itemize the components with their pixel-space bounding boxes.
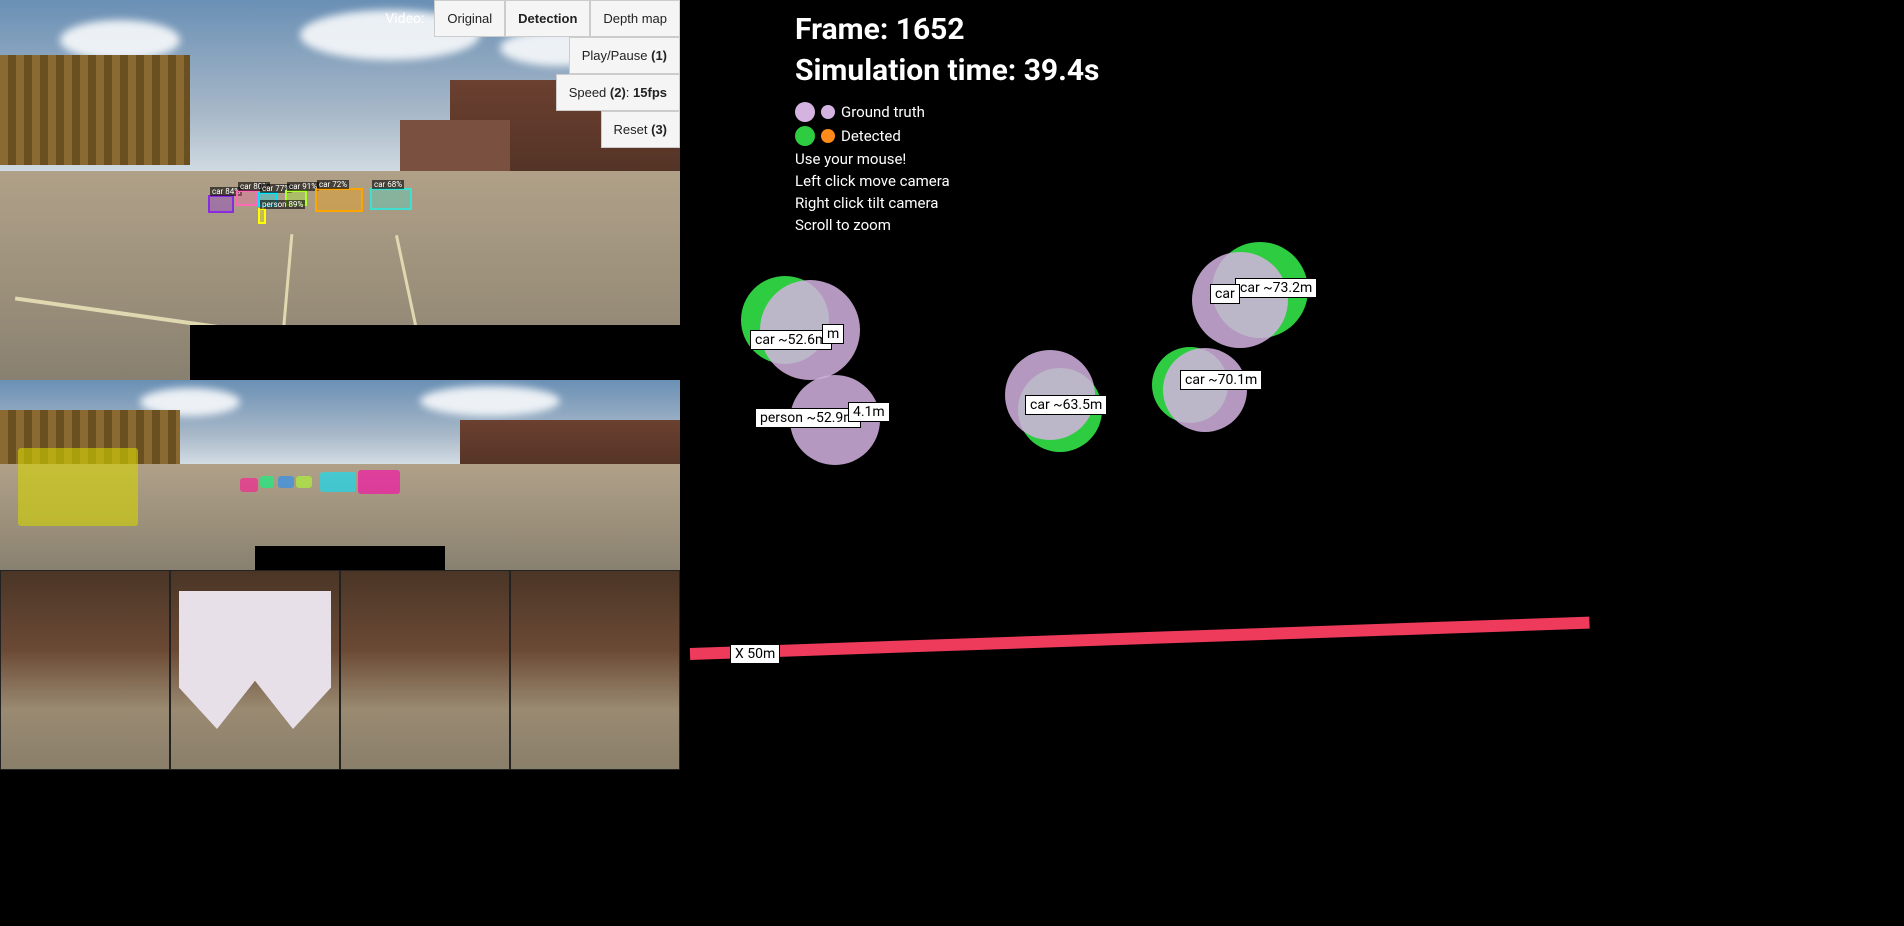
segmentation-blob xyxy=(240,478,258,492)
tab-original[interactable]: Original xyxy=(434,0,505,37)
lane-marking xyxy=(281,234,293,334)
bridge-structure xyxy=(0,55,190,165)
patch xyxy=(510,570,680,770)
speed-label: Speed xyxy=(569,85,607,100)
ground-truth-entity xyxy=(1192,252,1288,348)
detection-label: person 89% xyxy=(260,200,305,209)
patch xyxy=(340,570,510,770)
detection-box: car 80% xyxy=(236,190,258,206)
video-toolbar: Video: Original Detection Depth map Play… xyxy=(340,0,680,148)
entity-label: car ~70.1m xyxy=(1180,370,1262,390)
play-pause-key: (1) xyxy=(651,48,667,63)
cloud xyxy=(420,386,560,416)
detection-box: person 89% xyxy=(258,208,266,224)
speed-value: 15fps xyxy=(633,85,667,100)
detection-label: car 72% xyxy=(317,180,349,189)
segmentation-blob xyxy=(260,476,274,488)
map-panel[interactable]: Frame: 1652 Simulation time: 39.4s Groun… xyxy=(690,0,1904,926)
entity-label: person ~52.9m xyxy=(755,408,861,428)
patch xyxy=(0,570,170,770)
entity-label: car ~52.6m xyxy=(750,330,832,350)
tab-detection[interactable]: Detection xyxy=(505,0,590,37)
tab-depth[interactable]: Depth map xyxy=(590,0,680,37)
map-area[interactable]: X 50m car ~52.6mm person ~52.9m4.1m car ~6… xyxy=(690,0,1904,926)
blackbar xyxy=(190,325,680,380)
detection-box: car 84% xyxy=(208,195,234,213)
blackbar xyxy=(255,546,445,570)
entity-label: car ~63.5m xyxy=(1025,395,1107,415)
detection-box: car 68% xyxy=(370,188,412,210)
segmentation-blob xyxy=(18,448,138,526)
speed-sep: : xyxy=(626,85,633,100)
reset-key: (3) xyxy=(651,122,667,137)
segmentation-blob xyxy=(296,476,312,488)
entity-label: 4.1m xyxy=(848,402,890,422)
scale-label: X 50m xyxy=(730,644,780,664)
segmentation-blob xyxy=(358,470,400,494)
video-label: Video: xyxy=(375,5,434,33)
patch xyxy=(170,570,340,770)
entity-label: car xyxy=(1210,284,1240,304)
video-view-segmentation[interactable] xyxy=(0,380,680,570)
entity-label: car ~73.2m xyxy=(1235,278,1317,298)
reset-label: Reset xyxy=(614,122,648,137)
detection-box: car 72% xyxy=(315,188,363,212)
ground-truth-entity xyxy=(1163,348,1247,432)
video-view-patches[interactable] xyxy=(0,570,680,770)
scale-line xyxy=(690,617,1590,660)
speed-button[interactable]: Speed (2): 15fps xyxy=(556,74,680,111)
play-pause-button[interactable]: Play/Pause (1) xyxy=(569,37,680,74)
patch-depth-overlay xyxy=(179,591,331,729)
cloud xyxy=(60,20,180,60)
speed-key: (2) xyxy=(610,85,626,100)
reset-button[interactable]: Reset (3) xyxy=(601,111,680,148)
entity-label: m xyxy=(822,324,844,344)
segmentation-blob xyxy=(278,476,294,488)
segmentation-blob xyxy=(320,472,356,492)
detection-label: car 68% xyxy=(372,180,404,189)
play-pause-label: Play/Pause xyxy=(582,48,648,63)
left-video-panel: car 84%car 80%car 77%car 91%car 72%car 6… xyxy=(0,0,680,926)
